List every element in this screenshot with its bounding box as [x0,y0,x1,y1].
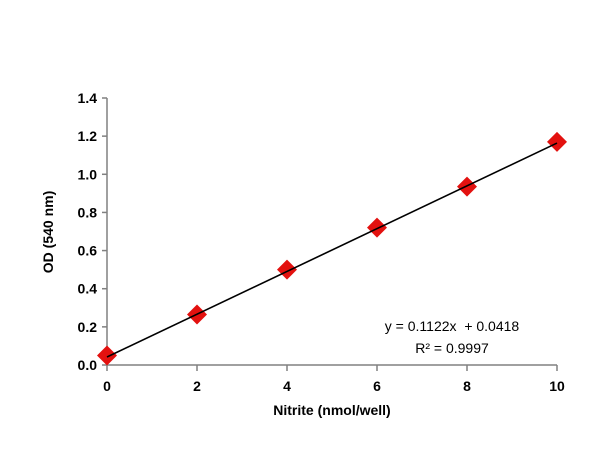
y-tick-label: 0.4 [78,281,98,297]
data-point-diamond [547,131,567,152]
x-axis-title: Nitrite (nmol/well) [273,402,390,418]
y-tick-label: 0.6 [78,243,98,259]
r-squared-label: R² = 0.9997 [415,340,489,356]
y-tick-label: 1.4 [78,90,98,106]
y-tick-label: 0.8 [78,204,98,220]
y-tick-label: 0.2 [78,319,98,335]
equation-label: y = 0.1122x + 0.0418 [385,318,520,334]
y-axis: 0.0 0.2 0.4 0.6 0.8 1.0 1.2 1.4 [78,90,108,373]
y-tick-label: 1.2 [78,128,98,144]
trendline-path [106,142,558,358]
data-point-diamond [277,259,297,280]
y-axis-title: OD (540 nm) [40,191,56,273]
data-point-diamond [367,217,387,238]
y-tick-label: 1.0 [78,166,98,182]
y-tick-label: 0.0 [78,357,98,373]
x-tick-label: 8 [463,378,471,394]
data-point-diamond [97,345,117,366]
x-tick-label: 10 [549,378,565,394]
x-axis: 0 2 4 6 8 10 [103,364,565,394]
trendline [106,142,558,358]
x-tick-label: 6 [373,378,381,394]
x-tick-label: 4 [283,378,291,394]
x-tick-label: 0 [103,378,111,394]
x-tick-label: 2 [193,378,201,394]
